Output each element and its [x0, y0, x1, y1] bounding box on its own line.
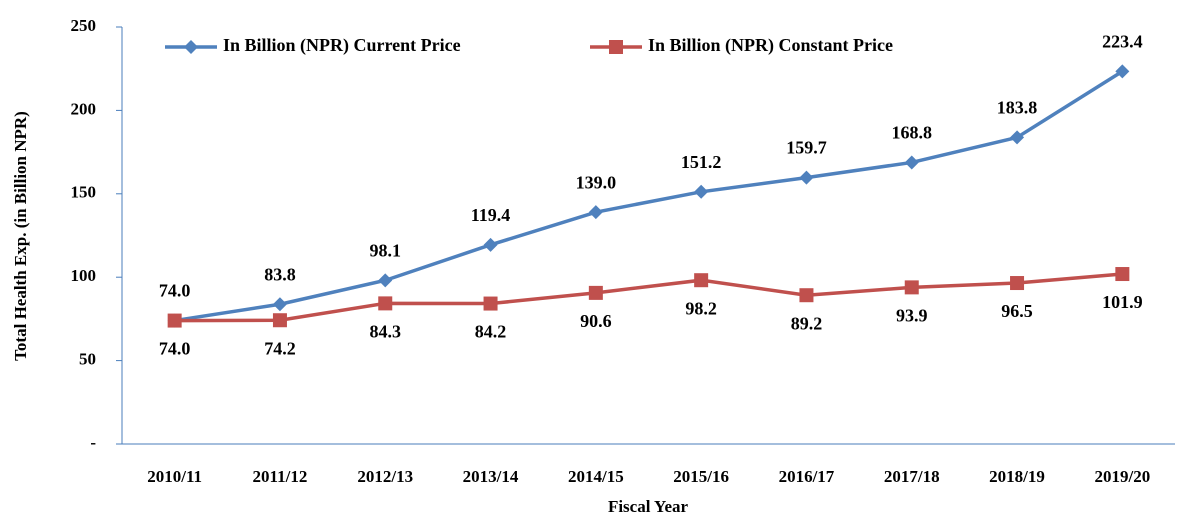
x-tick-label: 2017/18	[884, 467, 940, 486]
data-label: 139.0	[576, 172, 617, 192]
marker	[1115, 267, 1130, 282]
x-tick-label: 2012/13	[357, 467, 413, 486]
marker	[694, 184, 709, 199]
y-tick-label: 200	[71, 99, 97, 118]
data-label: 101.9	[1102, 292, 1143, 312]
marker	[1010, 130, 1025, 145]
y-axis-title: Total Health Exp. (in Billion NPR)	[11, 111, 30, 361]
series-line	[174, 69, 1124, 323]
marker	[588, 285, 603, 300]
data-label: 74.0	[159, 281, 191, 301]
x-tick-label: 2013/14	[463, 467, 519, 486]
data-label: 223.4	[1102, 31, 1143, 51]
x-tick-label: 2010/11	[147, 467, 202, 486]
legend-label: In Billion (NPR) Current Price	[223, 35, 461, 56]
data-label: 83.8	[264, 264, 296, 284]
y-tick-label: 150	[71, 183, 97, 202]
y-tick-label: 250	[71, 16, 97, 35]
marker	[609, 40, 623, 54]
data-label: 74.2	[264, 338, 296, 358]
x-tick-label: 2016/17	[779, 467, 835, 486]
marker	[272, 297, 287, 312]
marker	[483, 237, 498, 252]
data-label: 168.8	[892, 123, 933, 143]
data-label: 151.2	[681, 152, 722, 172]
marker	[378, 296, 393, 311]
marker	[184, 40, 198, 54]
marker	[1115, 64, 1130, 79]
y-tick-label: 100	[71, 266, 97, 285]
marker	[799, 170, 814, 185]
y-tick-label: 50	[79, 350, 96, 369]
x-tick-label: 2015/16	[673, 467, 729, 486]
marker	[483, 296, 498, 311]
series-line	[174, 272, 1123, 323]
marker	[588, 205, 603, 220]
marker	[272, 313, 287, 328]
marker	[904, 280, 919, 295]
marker	[378, 273, 393, 288]
data-label: 90.6	[580, 311, 612, 331]
data-label: 96.5	[1001, 301, 1033, 321]
marker	[799, 288, 814, 303]
x-axis-title: Fiscal Year	[608, 497, 689, 516]
legend-label: In Billion (NPR) Constant Price	[648, 35, 893, 56]
y-tick-label: -	[90, 433, 96, 452]
data-label: 93.9	[896, 305, 928, 325]
data-label: 89.2	[791, 313, 823, 333]
marker	[904, 155, 919, 170]
marker	[1010, 276, 1025, 291]
data-label: 159.7	[786, 138, 827, 158]
x-tick-label: 2019/20	[1094, 467, 1150, 486]
x-tick-label: 2011/12	[253, 467, 308, 486]
data-label: 98.1	[370, 240, 402, 260]
data-label: 119.4	[471, 205, 511, 225]
marker	[694, 273, 709, 288]
data-label: 84.2	[475, 322, 507, 342]
marker	[167, 313, 182, 328]
data-label: 98.2	[685, 298, 717, 318]
x-tick-label: 2018/19	[989, 467, 1045, 486]
data-label: 84.3	[370, 322, 402, 342]
x-tick-label: 2014/15	[568, 467, 624, 486]
data-label: 74.0	[159, 339, 191, 359]
data-label: 183.8	[997, 98, 1038, 118]
